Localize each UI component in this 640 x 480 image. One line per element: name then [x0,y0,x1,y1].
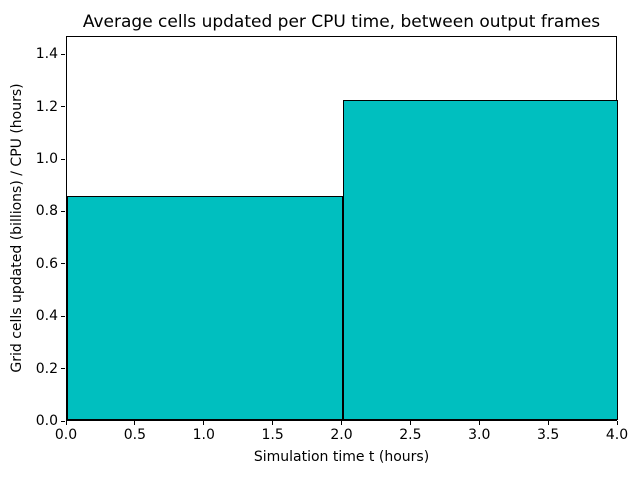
y-tick-label: 0.8 [35,203,58,220]
y-tick-label: 1.0 [35,151,58,168]
y-tick-mark [61,53,65,55]
x-tick-label: 4.0 [605,427,629,443]
y-tick-label: 0.6 [35,255,58,272]
y-tick-label: 1.4 [35,46,58,63]
y-tick-mark [61,420,65,422]
x-tick-label: 0.5 [123,427,146,443]
y-tick-mark [61,263,65,265]
x-tick-mark [547,421,549,425]
x-tick-label: 1.5 [261,427,284,443]
x-tick-mark [134,421,136,425]
histogram-bar [67,196,343,420]
plot-area [66,36,618,421]
histogram-bar [342,100,618,420]
chart-title: Average cells updated per CPU time, betw… [82,12,601,32]
x-tick-mark [478,421,480,425]
y-tick-mark [61,158,65,160]
y-tick-label: 1.2 [35,98,58,115]
y-tick-mark [61,210,65,212]
y-tick-label: 0.2 [35,360,58,377]
x-tick-mark [409,421,411,425]
x-tick-label: 3.0 [468,427,491,443]
x-tick-mark [341,421,342,425]
x-tick-mark [272,421,274,425]
x-tick-label: 3.5 [536,427,560,443]
x-tick-label: 2.5 [399,427,422,443]
y-tick-mark [61,106,65,108]
x-tick-mark [616,421,618,425]
x-tick-label: 2.0 [330,427,353,443]
y-tick-label: 0.0 [35,413,58,429]
y-tick-label: 0.4 [35,308,58,325]
y-tick-mark [61,368,65,370]
y-axis-label: Grid cells updated (billions) / CPU (hou… [9,83,25,373]
x-tick-mark [65,421,67,425]
y-tick-mark [61,315,65,317]
x-tick-label: 1.0 [192,427,215,443]
x-axis-label: Simulation time t (hours) [253,449,430,465]
x-tick-mark [203,421,205,425]
x-tick-label: 0.0 [54,427,78,443]
